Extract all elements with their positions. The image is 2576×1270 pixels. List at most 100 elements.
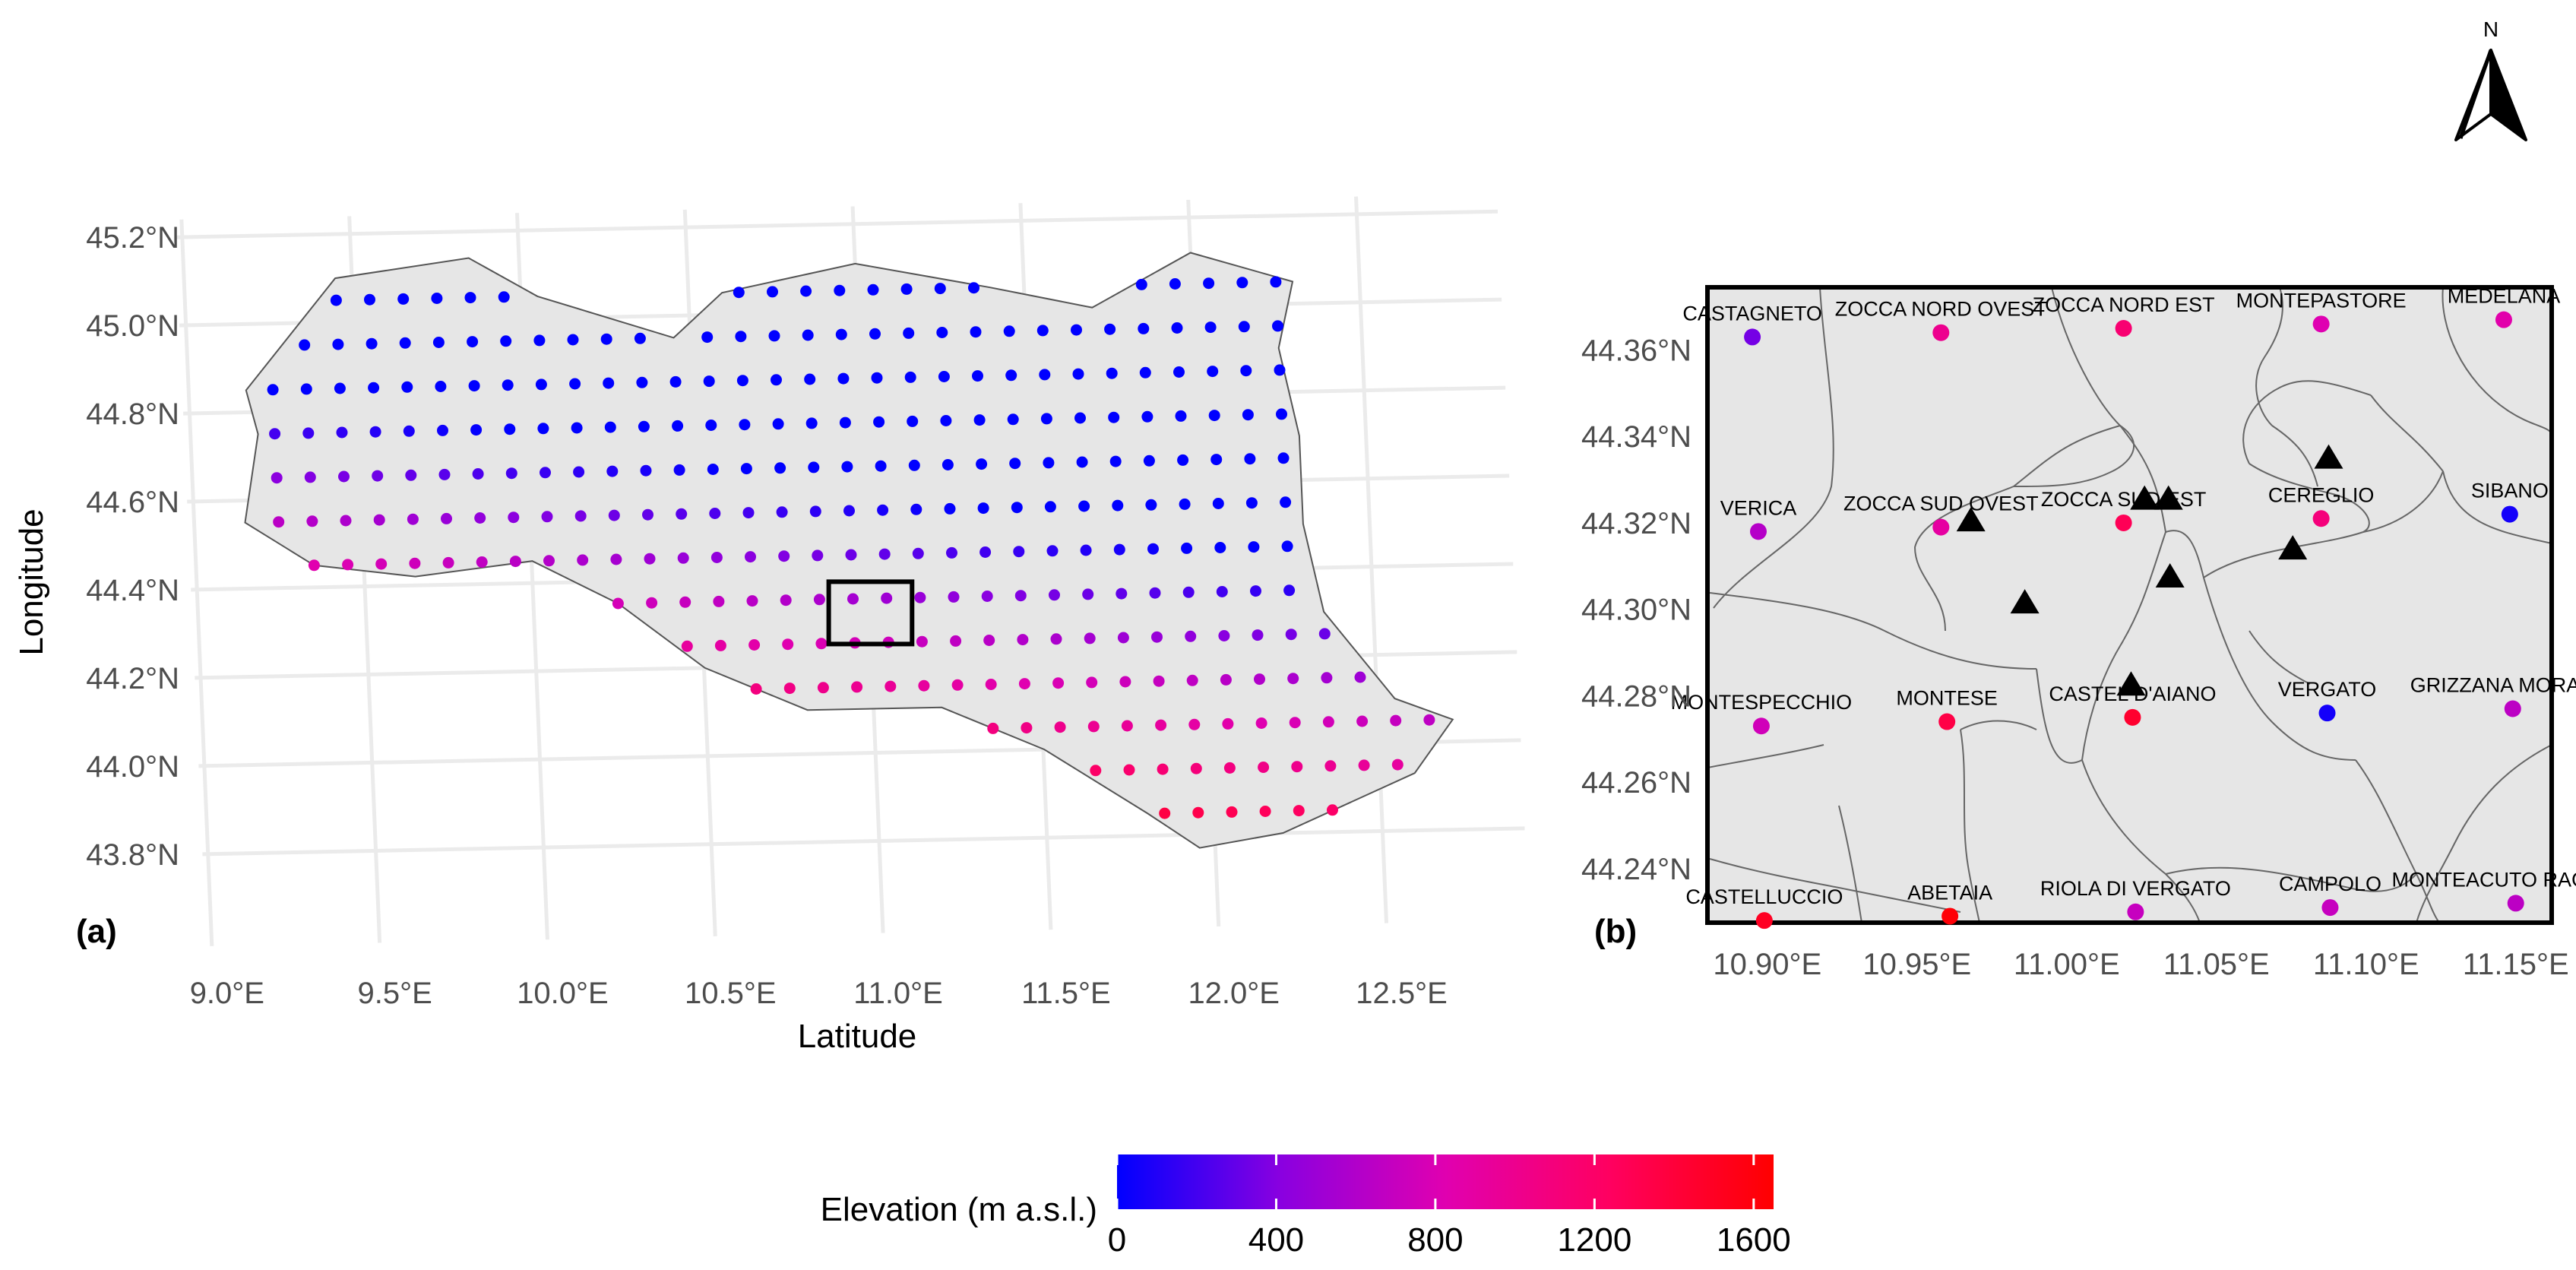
elevation-point (1285, 629, 1297, 641)
elevation-point (1157, 763, 1169, 775)
elevation-point (1186, 674, 1198, 686)
north-arrow-stem (2458, 49, 2493, 139)
elevation-point (774, 462, 786, 474)
elevation-point (739, 419, 751, 431)
elevation-point (941, 459, 954, 470)
gauge-triangle (2155, 563, 2185, 588)
elevation-point (1119, 676, 1131, 688)
elevation-point (771, 374, 782, 386)
elevation-point (881, 592, 893, 604)
elevation-point (1108, 411, 1120, 423)
elevation-point (778, 550, 790, 562)
station-label: CASTAGNETO (1682, 302, 1822, 325)
panel-b-label: (b) (1594, 913, 1637, 950)
elevation-point (342, 559, 354, 571)
station-point (2321, 899, 2339, 917)
elevation-point (839, 416, 851, 429)
station-point (2501, 505, 2518, 523)
elevation-point (815, 638, 828, 650)
station-point (1938, 713, 1956, 730)
elevation-point (1175, 410, 1187, 422)
elevation-point (1043, 457, 1055, 469)
elevation-point (1113, 543, 1125, 556)
panel-b-y-tick-labels: 44.36°N 44.34°N 44.32°N 44.30°N 44.28°N 44.26… (1581, 334, 1691, 885)
elevation-point (642, 508, 653, 521)
elevation-point (1143, 454, 1155, 467)
legend-colorbar (1117, 1154, 1774, 1209)
elevation-point (1141, 410, 1154, 423)
elevation-point (1177, 454, 1189, 466)
elevation-point (707, 464, 719, 475)
y-tick-label: 45.2°N (86, 221, 179, 255)
elevation-point (302, 427, 315, 439)
y-tick-label: 44.2°N (86, 662, 179, 695)
station-point (1755, 912, 1773, 930)
elevation-point (676, 508, 688, 520)
panel-a-xlabel: Latitude (798, 1018, 917, 1055)
elevation-point (847, 593, 859, 605)
elevation-point (709, 508, 721, 519)
elevation-point (714, 639, 726, 651)
rain-gauges (1956, 444, 2343, 696)
elevation-point (340, 515, 352, 527)
elevation-point (1151, 631, 1163, 643)
station-point (2495, 311, 2512, 328)
elevation-point (1086, 676, 1098, 689)
lat-gridline (175, 209, 1498, 239)
elevation-point (948, 591, 960, 603)
legend-title: Elevation (m a.s.l.) (821, 1191, 1097, 1228)
elevation-point (543, 555, 555, 567)
y-tick-label: 44.8°N (86, 397, 179, 431)
gauge-triangle (1956, 507, 1986, 532)
y-tick-label: 44.6°N (86, 486, 179, 519)
elevation-legend: Elevation (m a.s.l.) 0 400 800 1200 1600 (821, 1154, 1791, 1259)
elevation-point (845, 549, 857, 561)
elevation-point (1076, 456, 1088, 468)
elevation-point (1117, 632, 1129, 644)
elevation-point (373, 514, 385, 526)
elevation-point (908, 459, 920, 471)
elevation-point (437, 424, 448, 436)
elevation-point (1281, 540, 1293, 553)
elevation-point (767, 286, 778, 298)
station-label: MONTESE (1896, 687, 1998, 710)
elevation-point (735, 331, 747, 343)
elevation-point (1147, 543, 1159, 555)
elevation-point (1036, 325, 1049, 337)
elevation-point (877, 504, 889, 516)
elevation-point (713, 595, 725, 607)
elevation-point (1171, 322, 1183, 334)
legend-tick-label: 400 (1248, 1221, 1304, 1259)
elevation-point (1327, 804, 1338, 816)
y-tick-label: 44.0°N (86, 750, 179, 784)
y-tick-label: 44.24°N (1581, 853, 1691, 886)
elevation-point (1106, 367, 1118, 379)
elevation-point (470, 424, 483, 436)
station-point (2312, 315, 2330, 333)
elevation-point (1210, 454, 1223, 466)
elevation-point (407, 513, 419, 525)
elevation-point (981, 591, 993, 602)
elevation-point (780, 594, 792, 606)
elevation-point (606, 465, 619, 477)
elevation-point (1208, 410, 1220, 422)
elevation-point (813, 594, 825, 606)
x-tick-label: 11.10°E (2313, 948, 2419, 981)
elevation-point (885, 680, 897, 692)
elevation-point (638, 420, 650, 432)
station-point (2507, 895, 2524, 912)
elevation-point (669, 375, 682, 388)
zoom-box (826, 579, 915, 647)
y-tick-label: 45.0°N (86, 309, 179, 343)
elevation-point (1283, 584, 1296, 597)
elevation-point (332, 338, 344, 350)
elevation-point (498, 291, 510, 303)
elevation-point (569, 378, 581, 390)
north-arrow-label: N (2483, 17, 2498, 41)
elevation-point (441, 512, 452, 524)
elevation-point (968, 282, 979, 294)
elevation-point (1252, 629, 1264, 641)
station-point (2318, 705, 2336, 722)
elevation-point (746, 595, 758, 607)
